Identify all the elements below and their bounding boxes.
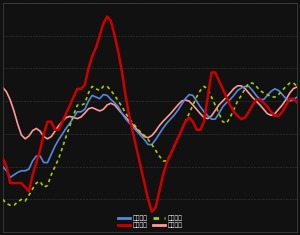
Legend: 都市銀行, 信用金庫, 地方銀行, 信用組合: 都市銀行, 信用金庫, 地方銀行, 信用組合 <box>116 214 184 229</box>
